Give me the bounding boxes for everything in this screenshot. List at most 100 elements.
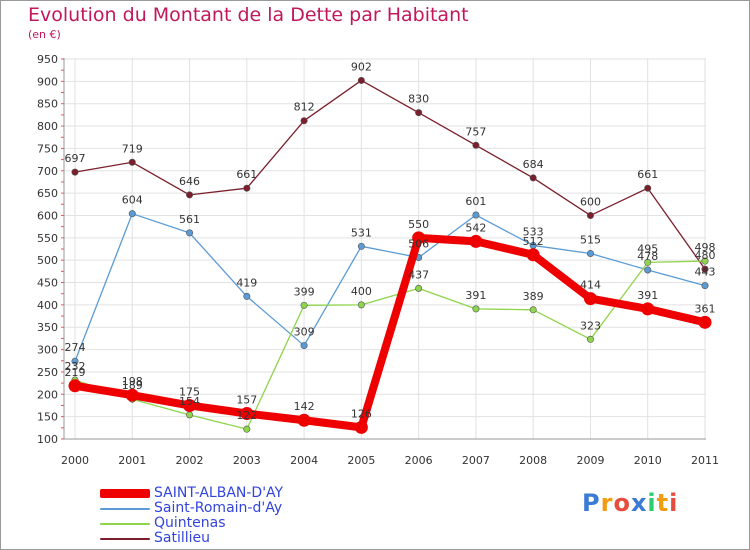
data-point <box>701 282 709 290</box>
data-point <box>644 184 652 192</box>
x-tick-label: 2000 <box>61 454 89 467</box>
plot-area <box>64 58 706 439</box>
data-point <box>698 315 712 329</box>
data-label: 126 <box>351 407 372 420</box>
logo-letter: P <box>582 489 601 517</box>
data-label: 323 <box>580 319 601 332</box>
series-line <box>74 260 706 430</box>
legend-entry: Quintenas <box>100 516 283 531</box>
data-point <box>300 117 308 125</box>
data-point <box>300 342 308 350</box>
data-point <box>243 425 251 433</box>
data-point <box>472 141 480 149</box>
data-point <box>472 211 480 219</box>
data-label: 830 <box>408 93 429 106</box>
data-label: 361 <box>695 302 716 315</box>
y-tick-label: 800 <box>37 120 58 133</box>
data-point <box>183 398 197 412</box>
data-label: 661 <box>637 168 658 181</box>
data-label: 122 <box>236 409 257 422</box>
data-point <box>644 266 652 274</box>
data-point <box>701 257 709 265</box>
y-tick-label: 700 <box>37 165 58 178</box>
y-tick-label: 250 <box>37 366 58 379</box>
y-tick-label: 950 <box>37 53 58 66</box>
data-point <box>128 210 136 218</box>
data-point <box>240 407 254 421</box>
x-tick-label: 2003 <box>233 454 261 467</box>
data-label: 391 <box>465 289 486 302</box>
data-label: 512 <box>523 235 544 248</box>
data-label: 812 <box>294 101 315 114</box>
data-label: 533 <box>523 225 544 238</box>
logo-letter: t <box>656 489 670 517</box>
data-label: 684 <box>523 158 544 171</box>
data-point <box>71 168 79 176</box>
data-label: 719 <box>122 142 143 155</box>
data-label: 309 <box>294 326 315 339</box>
x-tick-label: 2006 <box>405 454 433 467</box>
data-point <box>354 420 368 434</box>
x-tick-label: 2001 <box>118 454 146 467</box>
legend-label: Satillieu <box>154 530 210 546</box>
data-label: 189 <box>122 379 143 392</box>
data-point <box>586 211 594 219</box>
data-label: 437 <box>408 268 429 281</box>
chart-title: Evolution du Montant de la Dette par Hab… <box>28 4 469 26</box>
data-label: 443 <box>695 266 716 279</box>
x-tick-label: 2010 <box>634 454 662 467</box>
data-label: 495 <box>637 242 658 255</box>
data-point <box>529 174 537 182</box>
series-line <box>74 79 706 270</box>
logo-letter: r <box>600 489 614 517</box>
data-label: 550 <box>408 218 429 231</box>
data-label: 232 <box>65 360 86 373</box>
data-label: 515 <box>580 233 601 246</box>
data-label: 561 <box>179 213 200 226</box>
data-label: 757 <box>465 125 486 138</box>
data-point <box>300 301 308 309</box>
data-label: 142 <box>294 400 315 413</box>
data-label: 646 <box>179 175 200 188</box>
data-point <box>71 357 79 365</box>
data-point <box>586 249 594 257</box>
data-point <box>125 388 139 402</box>
data-point <box>357 301 365 309</box>
data-label: 531 <box>351 226 372 239</box>
legend-swatch <box>100 489 150 498</box>
series-line <box>74 213 706 362</box>
x-tick-label: 2011 <box>691 454 719 467</box>
y-tick-label: 850 <box>37 98 58 111</box>
data-label: 219 <box>65 366 86 379</box>
x-tick-label: 2008 <box>519 454 547 467</box>
chart-subtitle: (en €) <box>28 28 61 41</box>
legend-swatch <box>100 537 150 540</box>
data-point <box>644 258 652 266</box>
data-label: 542 <box>465 221 486 234</box>
data-point <box>583 292 597 306</box>
data-point <box>186 229 194 237</box>
y-tick-label: 500 <box>37 254 58 267</box>
y-tick-label: 400 <box>37 299 58 312</box>
logo-letter: x <box>630 489 648 517</box>
data-point <box>469 234 483 248</box>
data-point <box>186 191 194 199</box>
legend-label: Saint-Romain-d'Ay <box>154 500 283 516</box>
x-tick-label: 2007 <box>462 454 490 467</box>
data-point <box>701 265 709 273</box>
logo-letter: i <box>647 489 657 517</box>
logo-letter: o <box>613 489 631 517</box>
legend-label: Quintenas <box>154 515 226 531</box>
x-tick-label: 2009 <box>576 454 604 467</box>
data-label: 175 <box>179 385 200 398</box>
logo-letter: i <box>669 489 679 517</box>
data-label: 157 <box>236 394 257 407</box>
data-label: 400 <box>351 285 372 298</box>
legend-entry: SAINT-ALBAN-D'AY <box>100 486 283 501</box>
data-label: 198 <box>122 375 143 388</box>
y-tick-label: 550 <box>37 232 58 245</box>
x-tick-label: 2002 <box>176 454 204 467</box>
legend-label: SAINT-ALBAN-D'AY <box>154 485 284 501</box>
legend-swatch <box>100 507 150 510</box>
y-tick-label: 300 <box>37 344 58 357</box>
